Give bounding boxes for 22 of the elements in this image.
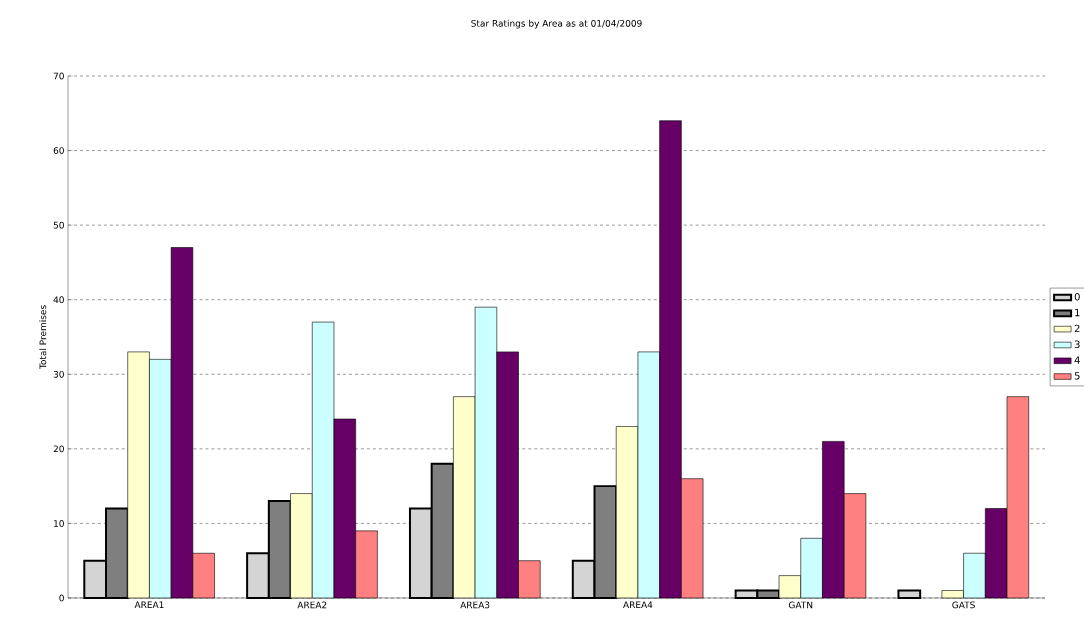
y-tick-label: 20 <box>53 445 64 453</box>
legend-label: 1 <box>1075 308 1080 317</box>
legend-label: 4 <box>1074 356 1080 364</box>
x-tick-label: GATS <box>952 601 975 609</box>
y-tick-label: 50 <box>53 221 64 229</box>
y-axis-title: Total Premises <box>39 305 47 370</box>
legend-label: 2 <box>1074 324 1080 333</box>
chart-title: Star Ratings by Area as at 01/04/2009 <box>471 19 642 29</box>
x-tick-label: GATN <box>788 601 813 609</box>
legend-label: 0 <box>1074 293 1080 301</box>
y-tick-label: 10 <box>54 520 64 527</box>
x-tick-label: AREA4 <box>623 601 653 609</box>
y-tick-label: 60 <box>53 147 64 154</box>
y-tick-label: 0 <box>59 594 64 602</box>
y-tick-label: 40 <box>53 296 64 304</box>
x-tick-label: AREA2 <box>297 601 327 609</box>
legend-label: 5 <box>1074 372 1080 380</box>
y-tick-label: 30 <box>53 370 64 378</box>
x-tick-label: AREA3 <box>460 601 490 609</box>
legend-label: 3 <box>1074 340 1080 349</box>
x-tick-label: AREA1 <box>134 601 164 609</box>
y-tick-label: 70 <box>53 72 64 80</box>
